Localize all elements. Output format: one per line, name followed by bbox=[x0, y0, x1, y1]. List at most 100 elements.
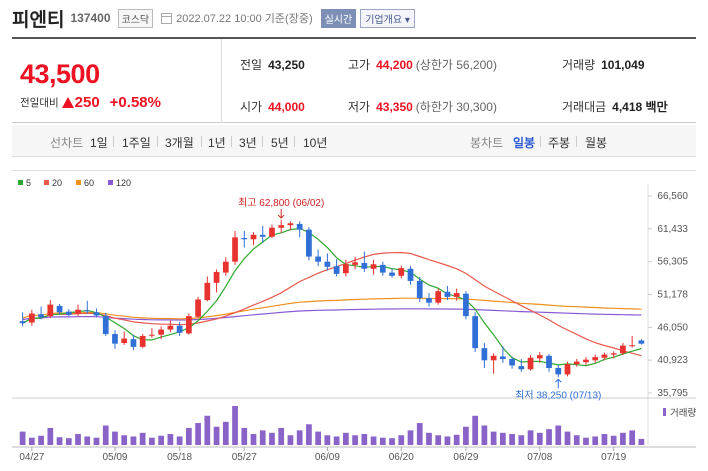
trade-amount: 거래대금 4,418 백만 bbox=[562, 98, 668, 115]
volume-bar bbox=[389, 438, 395, 445]
volume-bar bbox=[149, 437, 155, 445]
volume-bar bbox=[629, 430, 636, 445]
chart-legend: 5 20 60 120 bbox=[18, 178, 131, 188]
candle-body bbox=[38, 314, 44, 318]
volume-bar bbox=[546, 429, 552, 445]
price-change: 전일대비 250 +0.58% bbox=[20, 94, 161, 111]
volume-bar bbox=[453, 434, 460, 445]
volume-bars: 거래량 bbox=[19, 406, 696, 445]
candle-body bbox=[296, 223, 303, 230]
candle-body bbox=[389, 272, 395, 276]
candle-body bbox=[490, 355, 497, 361]
candle-chart-label: 봉차트 bbox=[470, 136, 504, 150]
candle-body bbox=[620, 345, 626, 354]
line-chart-label: 선차트 bbox=[50, 136, 84, 150]
volume-bar bbox=[306, 424, 312, 445]
volume-bar bbox=[638, 438, 645, 445]
volume-bar bbox=[583, 437, 589, 445]
volume-bar bbox=[47, 427, 54, 445]
high-value: 44,200 bbox=[376, 58, 413, 72]
volume-bar bbox=[518, 435, 525, 445]
volume-bar bbox=[28, 437, 35, 445]
candle-body bbox=[204, 282, 211, 301]
volume-bar bbox=[176, 436, 183, 445]
prev-close-label: 전일 bbox=[240, 58, 263, 72]
company-info-dropdown[interactable]: 기업개요 ▾ bbox=[360, 8, 415, 28]
company-info-label: 기업개요 bbox=[365, 14, 403, 26]
candle-body bbox=[176, 325, 183, 333]
period-1d[interactable]: 1일 bbox=[90, 136, 108, 150]
volume-bar bbox=[56, 437, 63, 445]
y-axis: 66,560 61,433 56,305 51,178 46,050 40,923 35,7… bbox=[648, 191, 688, 399]
volume-bar bbox=[435, 435, 442, 445]
period-5y[interactable]: 5년 bbox=[271, 136, 289, 150]
candle-weekly[interactable]: 주봉 bbox=[548, 136, 571, 150]
period-3m[interactable]: 3개월 bbox=[165, 136, 194, 150]
candle-body bbox=[583, 359, 589, 363]
candle-body bbox=[241, 238, 248, 240]
open-price: 시가 44,000 bbox=[240, 98, 305, 115]
volume-bar bbox=[416, 423, 423, 445]
realtime-button[interactable]: 실시간 bbox=[320, 8, 357, 28]
candle-body bbox=[426, 298, 432, 303]
period-1y[interactable]: 1년 bbox=[208, 136, 226, 150]
ma120-line bbox=[22, 308, 642, 321]
quote-datetime: 2022.07.22 10:00 기준(장중) bbox=[161, 10, 313, 26]
volume-bar bbox=[259, 430, 266, 445]
market-badge: 코스닥 bbox=[117, 8, 154, 28]
volume-bar bbox=[75, 434, 81, 445]
candle-body bbox=[472, 316, 479, 349]
candle-body bbox=[601, 354, 608, 358]
candle-body bbox=[352, 262, 358, 265]
candle-body bbox=[481, 348, 488, 361]
candle-body bbox=[195, 299, 201, 317]
volume-bar bbox=[407, 430, 414, 445]
legend-label-0: 5 bbox=[26, 178, 31, 188]
volume-bar bbox=[222, 421, 229, 445]
volume-bar bbox=[38, 435, 44, 445]
candle-monthly[interactable]: 월봉 bbox=[585, 136, 608, 150]
change-label: 전일대비 bbox=[20, 97, 59, 109]
candle-body bbox=[573, 361, 580, 365]
period-3y[interactable]: 3년 bbox=[239, 136, 257, 150]
candle-body bbox=[269, 227, 275, 237]
y-tick-label: 40,923 bbox=[657, 355, 688, 366]
volume-bar bbox=[278, 427, 285, 445]
prev-close: 전일 43,250 bbox=[240, 56, 305, 73]
low-value: 43,350 bbox=[376, 100, 413, 114]
volume-bar bbox=[398, 435, 405, 445]
x-tick-label: 06/09 bbox=[315, 452, 340, 463]
volume: 거래량 101,049 bbox=[562, 56, 645, 73]
x-tick-label: 07/19 bbox=[601, 452, 626, 463]
candle-body bbox=[518, 366, 525, 370]
y-tick-label: 56,305 bbox=[657, 257, 688, 268]
candle-daily[interactable]: 일봉 bbox=[513, 136, 536, 150]
candle-body bbox=[213, 271, 220, 283]
candle-body bbox=[370, 264, 377, 269]
chevron-down-icon: ▾ bbox=[404, 14, 410, 26]
candle-body bbox=[158, 329, 165, 335]
stock-name: 피엔티 bbox=[12, 9, 65, 31]
ma5-line bbox=[22, 227, 642, 367]
candle-body bbox=[102, 316, 109, 335]
y-tick-label: 66,560 bbox=[657, 191, 688, 202]
candle-body bbox=[629, 345, 636, 347]
candle-body bbox=[139, 335, 146, 347]
x-tick-label: 06/29 bbox=[453, 452, 478, 463]
volume-bar bbox=[361, 434, 368, 445]
volume-bar bbox=[213, 426, 220, 445]
volume-bar bbox=[296, 430, 303, 445]
period-10y[interactable]: 10년 bbox=[303, 136, 328, 150]
volume-bar bbox=[121, 435, 128, 445]
candle-body bbox=[398, 268, 405, 276]
candlestick-chart[interactable]: 5 20 60 120 66,560 61,433 56,305 51,178 46,050 4… bbox=[12, 170, 696, 469]
x-tick-label: 05/18 bbox=[167, 452, 192, 463]
volume-bar bbox=[490, 431, 497, 445]
volume-bar bbox=[250, 434, 257, 445]
high-arrow-icon bbox=[277, 209, 285, 219]
candle-body bbox=[93, 312, 100, 316]
volume-bar bbox=[102, 425, 109, 445]
period-1w[interactable]: 1주일 bbox=[122, 136, 151, 150]
open-label: 시가 bbox=[240, 100, 263, 114]
candle-body bbox=[315, 256, 322, 262]
